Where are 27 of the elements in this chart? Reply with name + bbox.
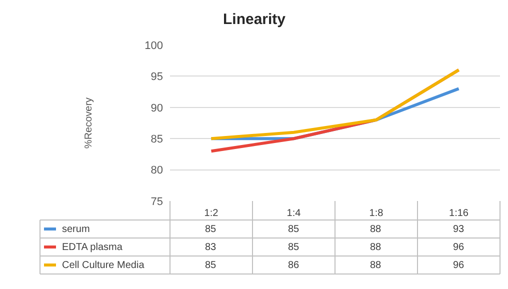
data-label: 85 — [205, 260, 217, 271]
data-label: 96 — [453, 260, 465, 271]
x-tick-label: 1:8 — [369, 208, 384, 219]
x-tick-label: 1:4 — [286, 208, 302, 219]
data-label: 88 — [370, 224, 382, 235]
y-axis-title: %Recovery — [84, 97, 95, 149]
x-tick-label: 1:16 — [449, 208, 469, 219]
legend-label: EDTA plasma — [62, 242, 123, 253]
chart-title: Linearity — [223, 11, 286, 28]
data-label: 96 — [453, 242, 465, 253]
data-label: 88 — [370, 260, 382, 271]
y-tick-label: 80 — [150, 164, 163, 177]
x-tick-label: 1:2 — [204, 208, 219, 219]
legend-label: serum — [62, 224, 90, 235]
data-label: 83 — [205, 242, 217, 253]
y-tick-label: 75 — [150, 196, 163, 208]
y-tick-label: 100 — [144, 40, 163, 52]
data-label: 86 — [288, 260, 300, 271]
y-tick-label: 90 — [150, 102, 163, 114]
data-label: 93 — [453, 224, 465, 235]
data-label: 85 — [288, 224, 300, 235]
y-tick-label: 95 — [150, 71, 163, 84]
legend-label: Cell Culture Media — [62, 260, 145, 271]
data-label: 85 — [288, 242, 300, 253]
data-label: 85 — [205, 224, 217, 235]
data-label: 88 — [370, 242, 382, 253]
y-tick-label: 85 — [150, 133, 163, 146]
